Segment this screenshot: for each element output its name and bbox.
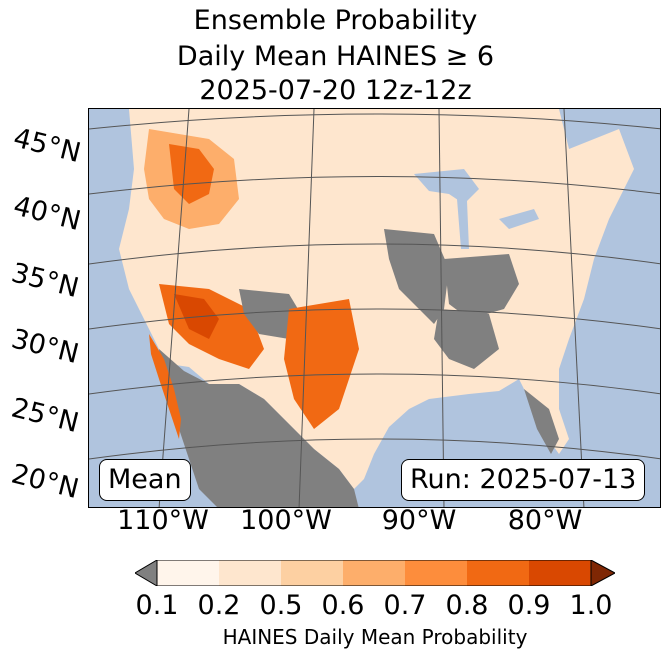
lat-label-25: 25°N xyxy=(8,392,82,440)
northwest-core xyxy=(169,144,214,204)
southeast-gray xyxy=(434,309,499,369)
colorbar-tick-4: 0.7 xyxy=(383,590,427,621)
title-line-2: Daily Mean HAINES ≥ 6 xyxy=(176,41,495,72)
graticule xyxy=(89,109,660,507)
title-line-1: Ensemble Probability xyxy=(193,5,478,36)
florida-gray xyxy=(524,389,559,454)
lat-label-35: 35°N xyxy=(8,257,82,305)
colorbar-bin-1 xyxy=(157,560,219,586)
colorbar-label: HAINES Daily Mean Probability xyxy=(222,625,528,649)
probability-map: Mean Run: 2025-07-13 xyxy=(88,108,661,508)
lat-label-20: 20°N xyxy=(8,458,82,506)
colorbar-tick-2: 0.5 xyxy=(259,590,303,621)
colorbar-bin-7 xyxy=(529,560,591,586)
baja-land xyxy=(149,334,181,439)
lon-label-80: 80°W xyxy=(507,505,583,536)
title-line-3: 2025-07-20 12z-12z xyxy=(199,75,472,106)
us-land xyxy=(119,109,634,489)
colorbar-tick-1: 0.2 xyxy=(197,590,241,621)
lat-label-30: 30°N xyxy=(8,323,82,371)
colorbar-tick-5: 0.8 xyxy=(445,590,489,621)
lon-label-90: 90°W xyxy=(381,505,457,536)
run-box: Run: 2025-07-13 xyxy=(401,459,646,501)
colorbar-frame xyxy=(156,560,592,586)
colorbar-bin-5 xyxy=(405,560,467,586)
colorbar-tick-7: 1.0 xyxy=(569,590,613,621)
mexico-land xyxy=(159,349,359,507)
lat-label-45: 45°N xyxy=(10,122,84,170)
lon-label-110: 110°W xyxy=(117,505,209,536)
ohio-valley-gray xyxy=(444,254,519,319)
colorbar-tick-6: 0.9 xyxy=(507,590,551,621)
colorbar-over-arrow xyxy=(590,560,615,586)
lake-michigan xyxy=(457,199,469,249)
canada-land xyxy=(129,109,559,149)
colorbar-under-arrow xyxy=(135,560,158,586)
colorbar-tick-0: 0.1 xyxy=(135,590,179,621)
colorbar-bin-2 xyxy=(219,560,281,586)
colorbar xyxy=(135,560,615,586)
colorbar-bin-6 xyxy=(467,560,529,586)
lake-erie xyxy=(499,209,539,229)
midwest-gray xyxy=(384,229,449,324)
lon-label-100: 100°W xyxy=(240,505,332,536)
colorbar-bin-4 xyxy=(343,560,405,586)
colorbar-bin-3 xyxy=(281,560,343,586)
colorbar-tick-3: 0.6 xyxy=(321,590,365,621)
lat-label-40: 40°N xyxy=(10,190,84,238)
stat-box: Mean xyxy=(99,459,191,501)
map-svg xyxy=(89,109,660,507)
